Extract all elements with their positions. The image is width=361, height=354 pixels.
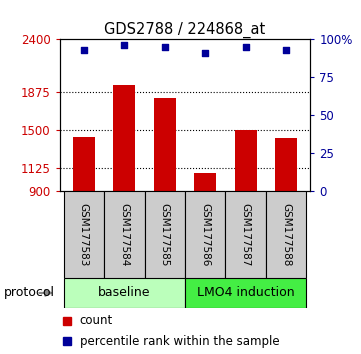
Point	[203, 50, 208, 56]
Point	[162, 44, 168, 49]
Text: GSM177588: GSM177588	[281, 203, 291, 266]
Bar	[266, 191, 306, 278]
Point	[243, 44, 249, 49]
Text: count: count	[80, 314, 113, 327]
Text: percentile rank within the sample: percentile rank within the sample	[80, 335, 279, 348]
Point	[81, 47, 87, 52]
Bar	[113, 85, 135, 191]
Bar	[194, 173, 216, 191]
Text: LMO4 induction: LMO4 induction	[197, 286, 295, 299]
Bar	[185, 278, 306, 308]
Text: GSM177586: GSM177586	[200, 203, 210, 266]
Text: GSM177584: GSM177584	[119, 203, 129, 266]
Bar	[104, 191, 144, 278]
Text: GSM177587: GSM177587	[241, 203, 251, 266]
Title: GDS2788 / 224868_at: GDS2788 / 224868_at	[104, 21, 266, 38]
Bar	[73, 137, 95, 191]
Bar	[235, 130, 257, 191]
Bar	[226, 191, 266, 278]
Bar	[154, 98, 176, 191]
Point	[283, 47, 289, 52]
Bar	[64, 191, 104, 278]
Point	[121, 42, 127, 48]
Bar	[275, 138, 297, 191]
Text: protocol: protocol	[4, 286, 55, 299]
Text: GSM177585: GSM177585	[160, 203, 170, 266]
Bar	[185, 191, 226, 278]
Text: GSM177583: GSM177583	[79, 203, 89, 266]
Text: baseline: baseline	[98, 286, 151, 299]
Bar	[144, 191, 185, 278]
Bar	[64, 278, 185, 308]
